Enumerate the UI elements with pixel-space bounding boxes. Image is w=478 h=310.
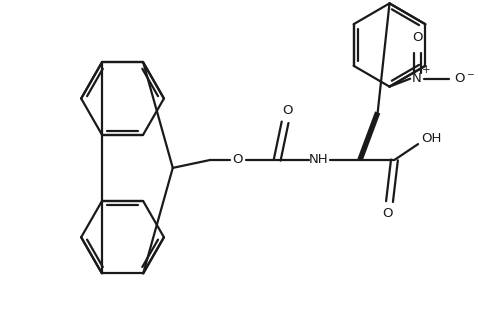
Text: O$^-$: O$^-$ — [454, 72, 475, 85]
Text: NH: NH — [309, 153, 328, 166]
Text: O: O — [233, 153, 243, 166]
Text: N: N — [412, 72, 422, 85]
Text: +: + — [422, 65, 430, 75]
Text: OH: OH — [422, 132, 442, 145]
Text: O: O — [282, 104, 293, 117]
Text: O: O — [382, 207, 393, 220]
Text: O: O — [412, 31, 423, 44]
